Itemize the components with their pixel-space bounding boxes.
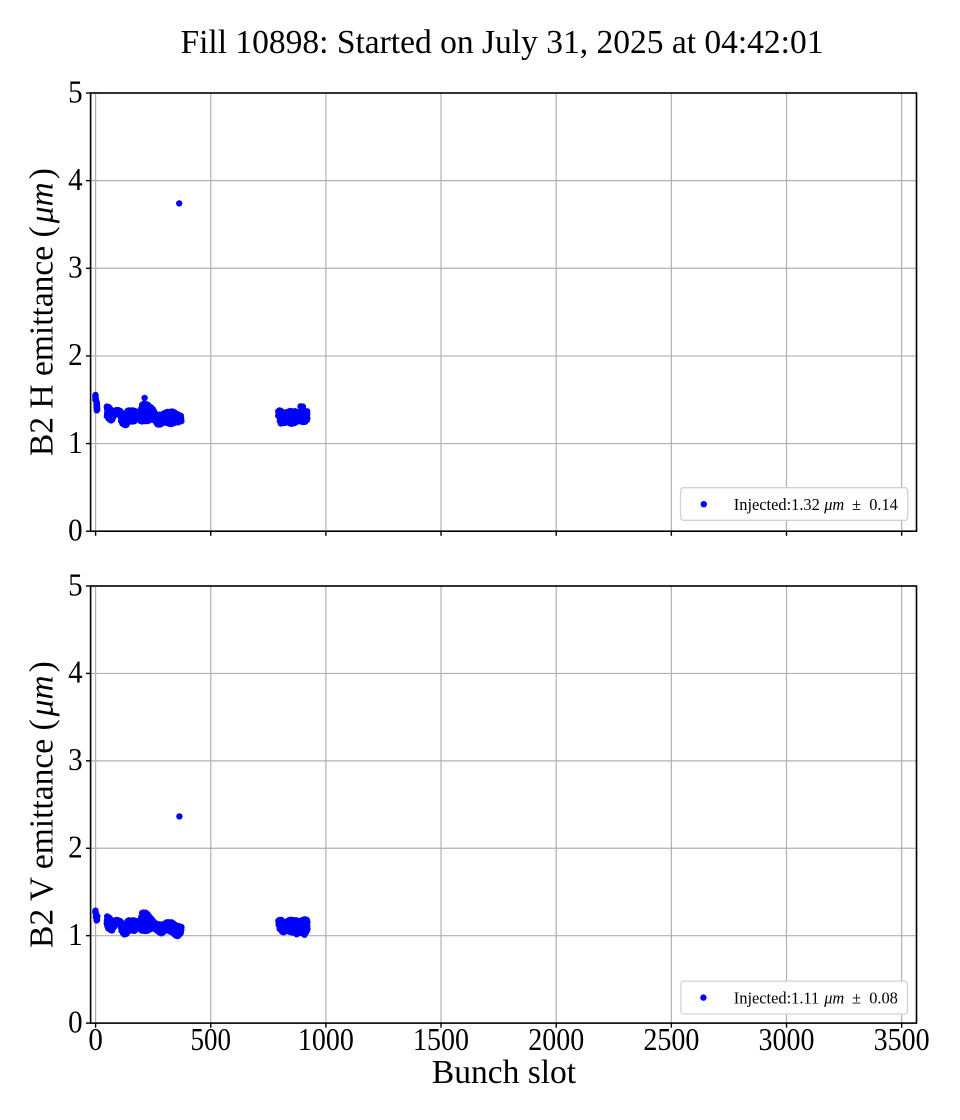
svg-text:3500: 3500 [874,1022,930,1057]
svg-text:0: 0 [68,1004,83,1039]
svg-text:2500: 2500 [643,1022,699,1057]
svg-text:Fill 10898: Started on July 31: Fill 10898: Started on July 31, 2025 at … [180,24,823,61]
svg-text:3000: 3000 [759,1022,815,1057]
svg-text:0: 0 [68,513,83,548]
svg-text:1: 1 [68,425,83,460]
svg-text:2000: 2000 [528,1022,584,1057]
svg-text:500: 500 [191,1022,232,1057]
svg-text:2: 2 [68,337,83,372]
svg-text:3: 3 [68,250,83,285]
svg-text:B2 V emittance (μm): B2 V emittance (μm) [24,661,61,948]
svg-text:Bunch slot: Bunch slot [432,1054,577,1091]
svg-text:1000: 1000 [298,1022,354,1057]
svg-text:5: 5 [68,567,83,602]
svg-text:1: 1 [68,917,83,952]
svg-text:1500: 1500 [413,1022,469,1057]
svg-text:4: 4 [68,162,83,197]
svg-text:5: 5 [68,74,83,109]
svg-text:B2 H emittance (μm): B2 H emittance (μm) [24,168,61,456]
svg-text:2: 2 [68,830,83,865]
svg-text:0: 0 [88,1022,103,1057]
svg-text:3: 3 [68,742,83,777]
svg-text:4: 4 [68,655,83,690]
